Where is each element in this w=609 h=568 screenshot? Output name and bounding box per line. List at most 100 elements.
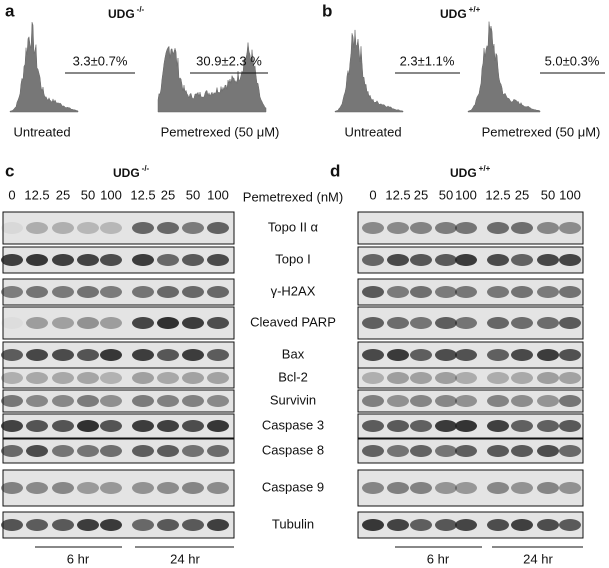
band <box>100 482 122 494</box>
panel-label: a <box>5 1 15 20</box>
band <box>537 254 559 266</box>
lane-label: 12.5 <box>130 187 155 202</box>
band <box>410 372 432 384</box>
band <box>77 420 99 432</box>
band <box>455 317 477 329</box>
band <box>487 395 509 407</box>
band <box>455 372 477 384</box>
time-label: 24 hr <box>523 551 553 566</box>
band <box>26 445 48 457</box>
band <box>387 445 409 457</box>
band <box>559 395 581 407</box>
band <box>100 445 122 457</box>
band <box>559 445 581 457</box>
band <box>511 286 533 298</box>
lane-label: 25 <box>56 187 70 202</box>
lane-label: 25 <box>515 187 529 202</box>
band <box>52 395 74 407</box>
gate-percent: 2.3±1.1% <box>400 53 455 68</box>
band <box>537 482 559 494</box>
band <box>435 372 457 384</box>
lane-label: 25 <box>414 187 428 202</box>
band <box>26 286 48 298</box>
genotype-name: UDG <box>113 166 140 180</box>
protein-label: Cleaved PARP <box>250 314 336 329</box>
band <box>52 254 74 266</box>
protein-label: γ-H2AX <box>271 283 316 298</box>
band <box>455 445 477 457</box>
band <box>487 372 509 384</box>
band <box>362 482 384 494</box>
histogram-caption: Untreated <box>344 124 401 139</box>
band <box>77 519 99 531</box>
lane-label: 50 <box>186 187 200 202</box>
band <box>559 317 581 329</box>
band <box>52 222 74 234</box>
band <box>410 395 432 407</box>
band <box>435 254 457 266</box>
band <box>182 286 204 298</box>
protein-label: Caspase 3 <box>262 417 324 432</box>
band <box>511 254 533 266</box>
band <box>1 286 23 298</box>
genotype: UDG +/+ <box>450 164 491 180</box>
band <box>435 445 457 457</box>
band <box>157 395 179 407</box>
band <box>410 349 432 361</box>
time-label: 24 hr <box>170 551 200 566</box>
band <box>387 254 409 266</box>
band <box>362 395 384 407</box>
band <box>132 445 154 457</box>
band <box>207 254 229 266</box>
band <box>207 445 229 457</box>
genotype-name: UDG <box>440 7 467 21</box>
band <box>1 222 23 234</box>
band <box>1 317 23 329</box>
band <box>537 222 559 234</box>
genotype: UDG -/- <box>113 164 150 180</box>
band <box>132 519 154 531</box>
band <box>132 349 154 361</box>
band <box>362 372 384 384</box>
band <box>387 372 409 384</box>
band <box>362 286 384 298</box>
band <box>387 420 409 432</box>
band <box>559 372 581 384</box>
band <box>182 372 204 384</box>
band <box>157 317 179 329</box>
band <box>26 222 48 234</box>
band <box>559 349 581 361</box>
band <box>559 222 581 234</box>
band <box>182 445 204 457</box>
band <box>537 286 559 298</box>
band <box>435 349 457 361</box>
band <box>435 420 457 432</box>
band <box>537 519 559 531</box>
band <box>77 317 99 329</box>
band <box>537 445 559 457</box>
protein-label: Bcl-2 <box>278 369 308 384</box>
band <box>182 317 204 329</box>
genotype: UDG -/- <box>108 5 145 21</box>
genotype-sup: +/+ <box>479 164 491 173</box>
band <box>362 349 384 361</box>
blot <box>2 306 235 340</box>
band <box>1 254 23 266</box>
band <box>100 395 122 407</box>
band <box>435 482 457 494</box>
band <box>182 482 204 494</box>
band <box>455 349 477 361</box>
genotype-name: UDG <box>108 7 135 21</box>
blot <box>357 367 584 389</box>
band <box>410 420 432 432</box>
band <box>387 519 409 531</box>
band <box>100 222 122 234</box>
band <box>559 519 581 531</box>
band <box>511 445 533 457</box>
band <box>100 286 122 298</box>
band <box>511 372 533 384</box>
genotype: UDG +/+ <box>440 5 481 21</box>
band <box>511 395 533 407</box>
lane-label: 100 <box>559 187 581 202</box>
